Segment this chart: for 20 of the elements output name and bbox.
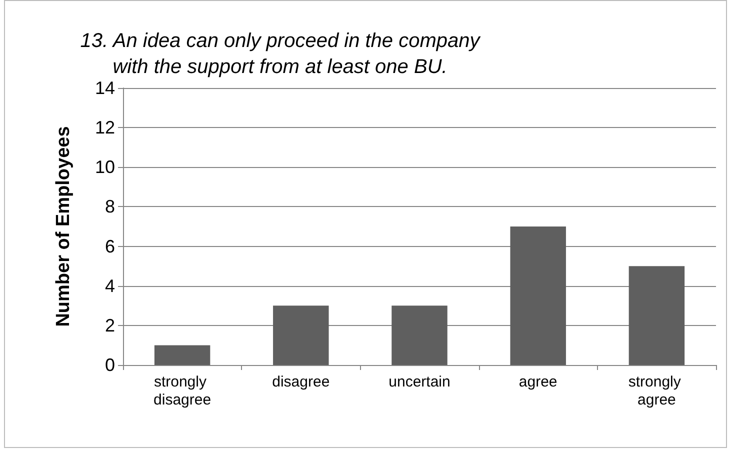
y-tick-label: 4 <box>104 276 115 296</box>
y-tick-label: 14 <box>94 78 115 98</box>
y-tick-label: 2 <box>104 315 115 336</box>
x-tick-label: uncertain <box>388 374 450 390</box>
y-tick-label: 10 <box>94 157 115 178</box>
bar <box>628 266 685 365</box>
y-tick-label: 8 <box>104 196 115 217</box>
x-tick-label: strongly disagree <box>154 374 212 408</box>
x-tick-label: strongly agree <box>628 374 686 408</box>
bar <box>154 345 210 365</box>
y-tick-label: 12 <box>94 118 115 138</box>
y-axis-title: Number of Employees <box>53 126 74 327</box>
y-tick-label: 0 <box>104 355 115 375</box>
bar <box>273 306 329 365</box>
x-tick-label: agree <box>518 374 558 390</box>
y-tick-label: 6 <box>104 236 115 256</box>
bar <box>510 226 566 365</box>
x-tick-label: disagree <box>272 374 330 390</box>
chart-title: 13. An idea can only proceed in the company with the support from at least one BU. <box>80 30 481 78</box>
bar <box>392 306 448 365</box>
